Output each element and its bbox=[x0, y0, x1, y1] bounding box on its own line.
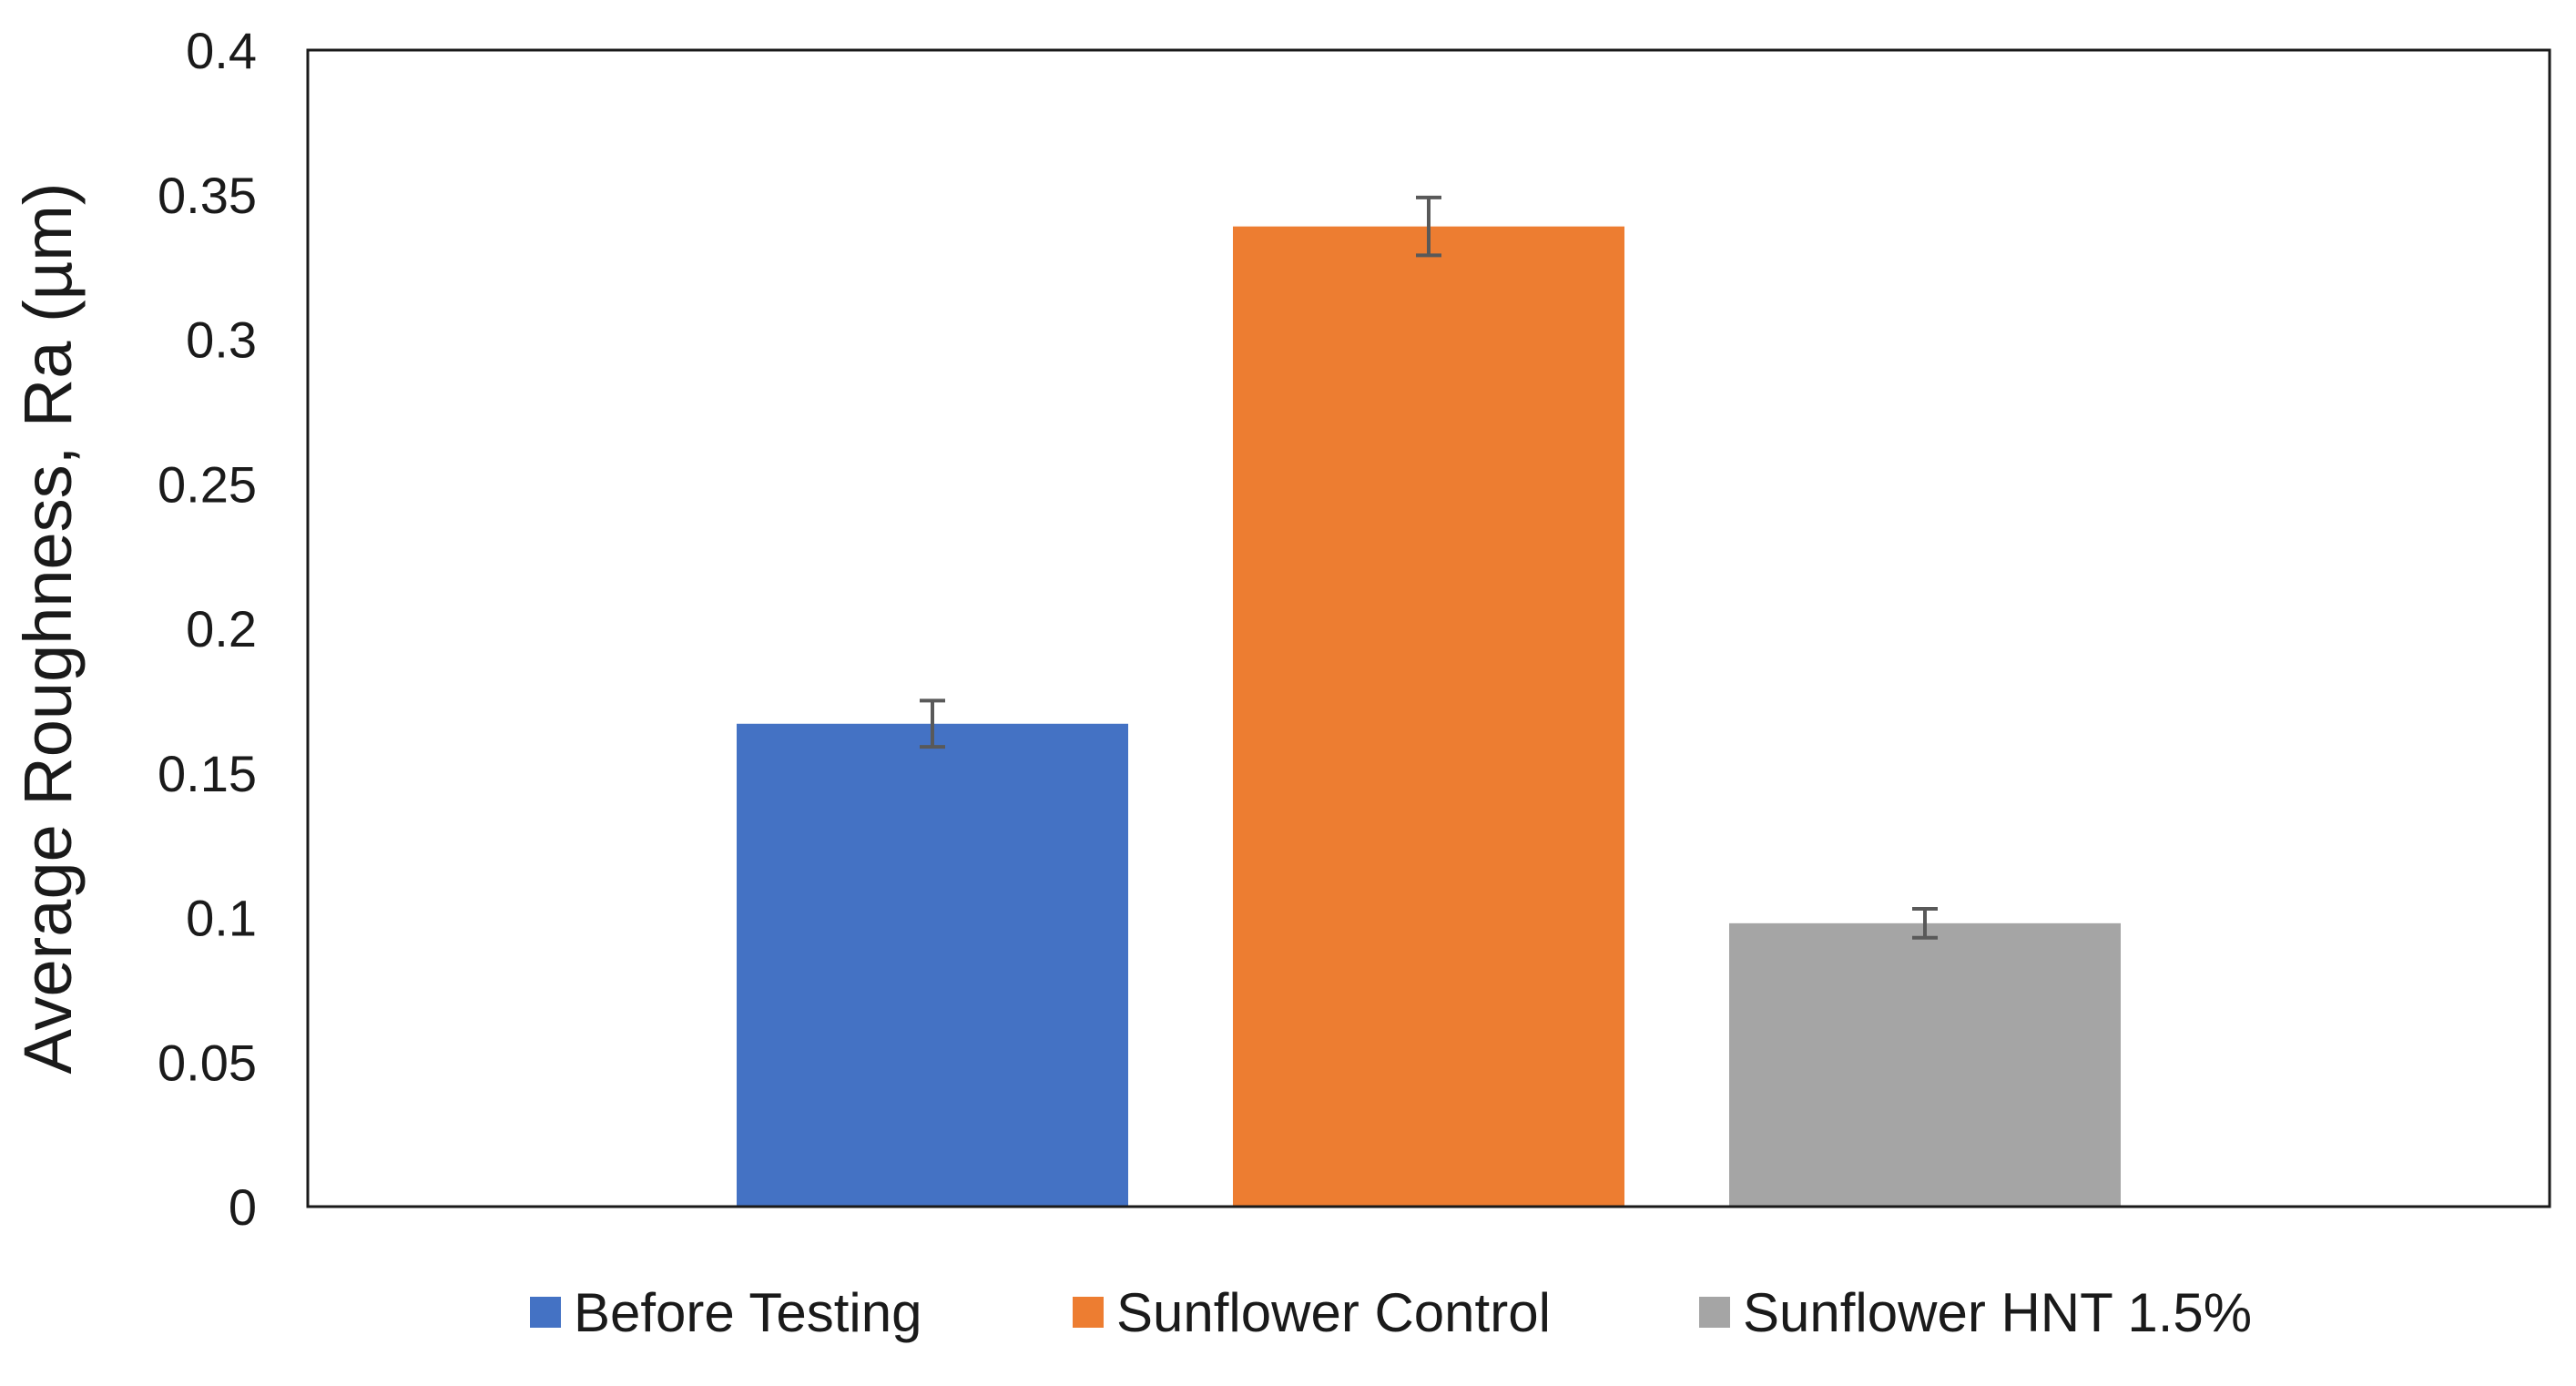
y-tick-label: 0.35 bbox=[158, 167, 257, 224]
bar-group bbox=[737, 226, 2121, 1207]
y-tick-label: 0.05 bbox=[158, 1034, 257, 1091]
y-tick-label: 0.2 bbox=[186, 600, 257, 657]
y-axis-title: Average Roughness, Ra (µm) bbox=[10, 182, 86, 1074]
y-tick-label: 0.25 bbox=[158, 455, 257, 513]
y-tick-label: 0.1 bbox=[186, 890, 257, 947]
bar-sunflower-control bbox=[1233, 226, 1624, 1207]
legend-label: Sunflower HNT 1.5% bbox=[1743, 1282, 2252, 1343]
bar-before-testing bbox=[737, 723, 1128, 1207]
y-tick-label: 0 bbox=[229, 1178, 257, 1236]
y-tick-label: 0.15 bbox=[158, 745, 257, 802]
legend-label: Before Testing bbox=[574, 1282, 921, 1343]
bar-sunflower-hnt-1-5 bbox=[1729, 922, 2121, 1207]
plot-area-border bbox=[306, 48, 2551, 1208]
y-tick-label: 0.4 bbox=[186, 22, 257, 79]
legend-swatch bbox=[1073, 1297, 1104, 1328]
error-bar-group bbox=[920, 195, 1938, 940]
legend-swatch bbox=[530, 1297, 561, 1328]
legend: Before Testing Sunflower Control Sunflower… bbox=[530, 1282, 2252, 1343]
legend-swatch bbox=[1699, 1297, 1730, 1328]
y-axis-tick-labels: 0 0.05 0.1 0.15 0.2 0.25 0.3 0.35 0.4 bbox=[158, 22, 257, 1236]
legend-label: Sunflower Control bbox=[1116, 1282, 1551, 1343]
y-tick-label: 0.3 bbox=[186, 311, 257, 369]
